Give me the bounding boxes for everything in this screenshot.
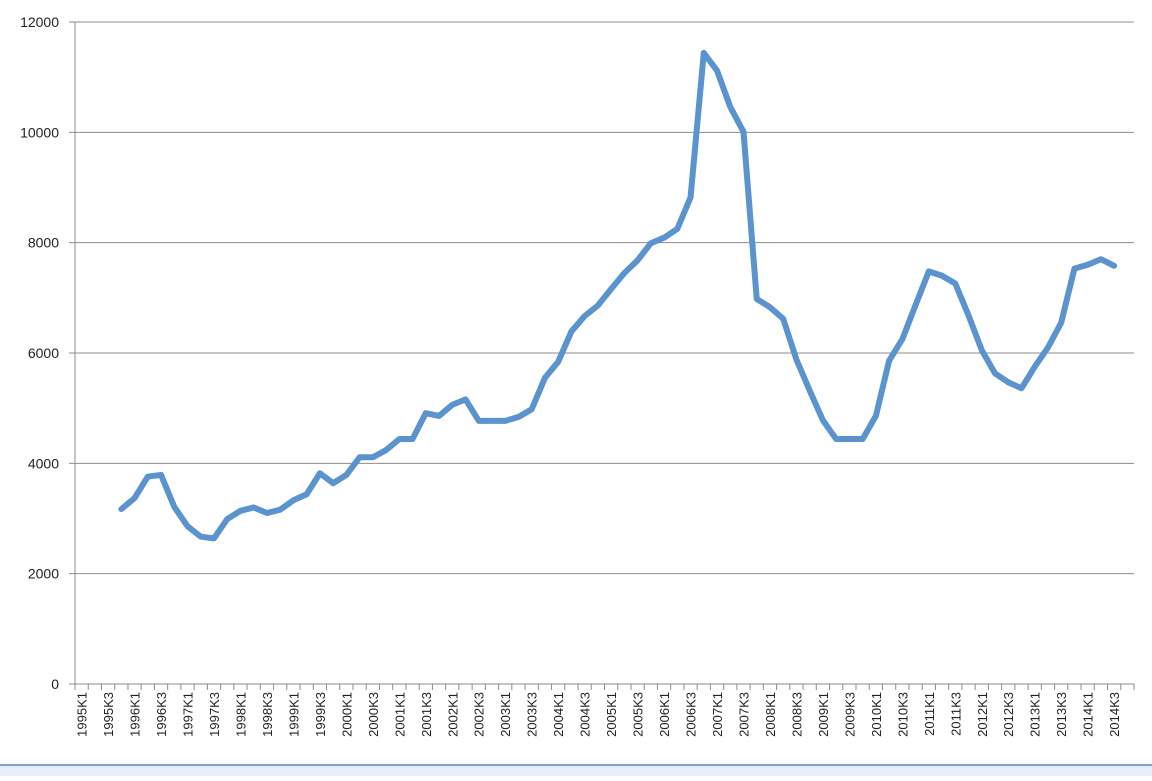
x-tick-label: 1997K3: [207, 692, 222, 737]
x-tick-label: 1999K1: [286, 692, 301, 737]
x-tick-label: 2005K3: [631, 692, 646, 737]
x-tick-label: 2006K3: [684, 692, 699, 737]
x-tick-label: 2003K3: [525, 692, 540, 737]
x-tick-label: 2007K3: [736, 692, 751, 737]
x-tick-label: 2006K1: [657, 692, 672, 737]
x-tick-label: 2011K3: [948, 692, 963, 736]
series-layer: [118, 49, 1118, 542]
x-tick-label: 1995K3: [101, 692, 116, 737]
x-tick-label: 2013K3: [1054, 692, 1069, 737]
x-tick-label: 2003K1: [498, 692, 513, 737]
window-bottom-edge: [0, 764, 1152, 776]
x-tick-label: 2014K1: [1081, 692, 1096, 737]
x-tick-label: 1998K3: [260, 692, 275, 737]
x-tick-label: 1997K1: [181, 692, 196, 737]
y-tick-label: 12000: [20, 14, 59, 30]
y-tick-label: 0: [51, 676, 59, 692]
series-line-0: [118, 49, 1118, 542]
gridlines: [75, 21, 1134, 575]
x-tick-label: 2002K1: [445, 692, 460, 737]
x-tick-label: 2002K3: [472, 692, 487, 737]
x-tick-label: 2008K1: [763, 692, 778, 737]
y-tick-label: 8000: [28, 235, 59, 251]
x-tick-label: 2009K1: [816, 692, 831, 737]
x-tick-label: 2013K1: [1028, 692, 1043, 737]
x-tick-label: 2001K1: [392, 692, 407, 737]
x-tick-label: 1998K1: [233, 692, 248, 737]
x-tick-label: 2008K3: [789, 692, 804, 737]
y-tick-label: 6000: [28, 345, 59, 361]
x-tick-label: 2004K3: [578, 692, 593, 737]
x-tick-label: 1996K3: [154, 692, 169, 737]
x-tick-label: 2007K1: [710, 692, 725, 737]
x-tick-label: 2000K3: [366, 692, 381, 737]
x-tick-labels: 1995K1 1995K3 1996K1 1996K3 1997K1 1997K3 1998…: [75, 692, 1123, 737]
x-tick-label: 2004K1: [551, 692, 566, 737]
y-tick-labels: 0 2000 4000 6000 8000 10000 12000: [20, 14, 59, 692]
x-tick-label: 2012K1: [975, 692, 990, 737]
axes: [69, 21, 1135, 690]
y-tick-label: 2000: [28, 566, 59, 582]
x-tick-label: 1995K1: [75, 692, 90, 737]
x-tick-label: 2010K3: [895, 692, 910, 737]
x-tick-label: 1996K1: [128, 692, 143, 737]
x-tick-label: 2009K3: [842, 692, 857, 737]
y-tick-label: 4000: [28, 455, 59, 471]
x-tick-label: 2005K1: [604, 692, 619, 737]
x-tick-label: 2000K1: [339, 692, 354, 737]
x-tick-label: 2001K3: [419, 692, 434, 737]
x-tick-label: 1999K3: [313, 692, 328, 737]
x-tick-label: 2011K1: [922, 692, 937, 736]
y-tick-label: 10000: [20, 124, 59, 140]
x-tick-label: 2010K1: [869, 692, 884, 737]
x-tick-label: 2014K3: [1107, 692, 1122, 737]
x-tick-label: 2012K3: [1001, 692, 1016, 737]
